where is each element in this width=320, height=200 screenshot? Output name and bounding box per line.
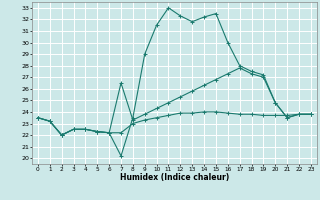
X-axis label: Humidex (Indice chaleur): Humidex (Indice chaleur): [120, 173, 229, 182]
